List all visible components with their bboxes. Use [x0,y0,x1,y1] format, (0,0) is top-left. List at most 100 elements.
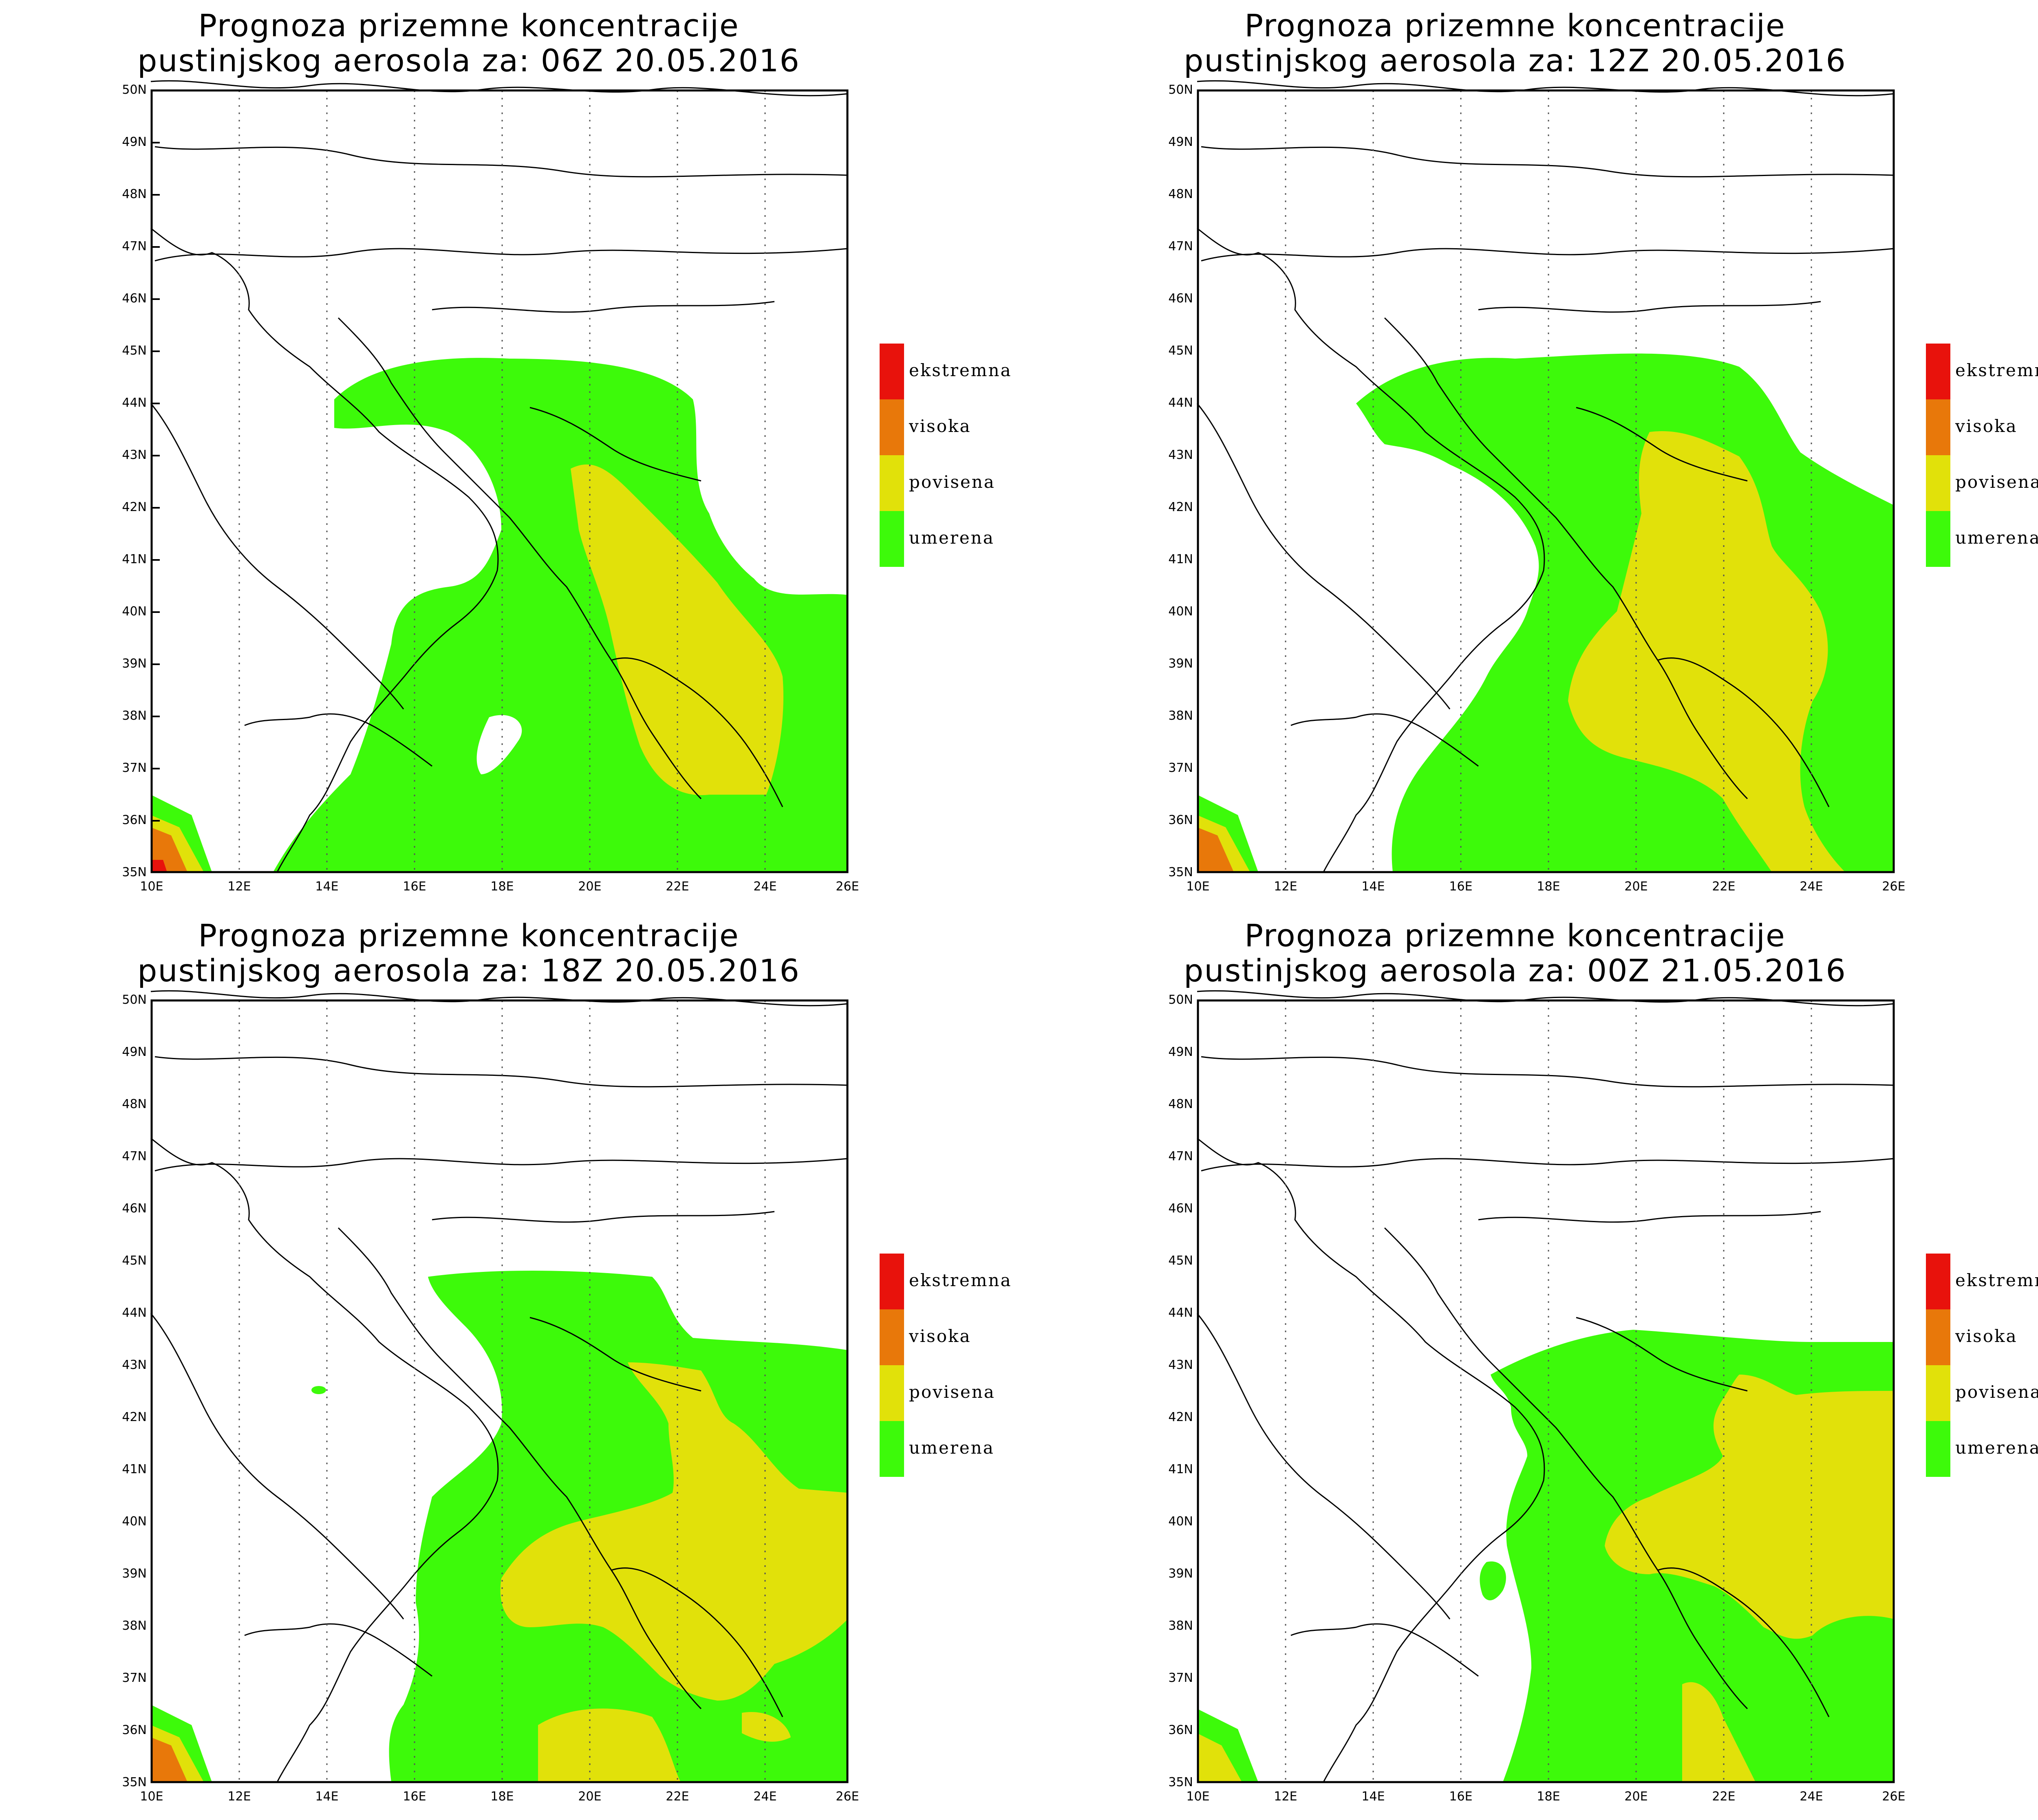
map-panel-06z: Prognoza prizemne koncentracije pustinjs… [0,0,1046,910]
lat-label: 45N [122,1254,147,1268]
legend-swatch-umerena [880,511,904,567]
lat-label: 35N [1168,865,1193,879]
lon-label: 14E [315,879,338,894]
legend-swatch-povisena [1926,455,1950,511]
legend-label: povisena [909,472,995,492]
forecast-map: 35N 36N 37N 38N 39N 40N 41N 42N 43N 44N … [122,990,859,1804]
lat-label: 37N [122,1671,147,1685]
lon-label: 24E [1800,879,1823,894]
legend-label: ekstremna [909,1270,1012,1290]
legend-swatch-visoka [880,1309,904,1365]
lon-label: 18E [490,1789,514,1804]
lat-label: 35N [1168,1775,1193,1789]
lat-label: 36N [1168,1723,1193,1737]
dust-fields [1197,1330,1894,1782]
lon-label: 10E [140,879,163,894]
map-frame [1197,999,1895,1783]
legend-label: povisena [1955,472,2038,492]
legend-swatch-ekstremna [1926,344,1950,399]
axis-ticks [152,90,160,873]
lat-label: 47N [1168,1149,1193,1163]
legend-label: povisena [1955,1382,2038,1402]
lon-labels: 10E 12E 14E 16E 18E 20E 22E 24E 26E [140,1789,859,1804]
lon-label: 20E [1624,1789,1648,1804]
legend-swatch-povisena [1926,1365,1950,1421]
lat-labels: 35N 36N 37N 38N 39N 40N 41N 42N 43N 44N … [122,993,147,1789]
lat-label: 35N [122,865,147,879]
legend-swatch-ekstremna [880,344,904,399]
legend-label: umerena [1955,1438,2038,1458]
lat-label: 36N [122,813,147,827]
lat-label: 50N [1168,83,1193,97]
lat-label: 43N [1168,1358,1193,1372]
lon-label: 10E [1186,879,1209,894]
legend-label: visoka [1955,416,2018,436]
panel-title-line2: pustinjskog aerosola za: 00Z 21.05.2016 [1184,952,1846,989]
lon-label: 26E [1882,1789,1905,1804]
lon-label: 12E [227,1789,251,1804]
legend-swatch-povisena [880,455,904,511]
dust-fields [151,358,848,873]
lat-label: 38N [122,709,147,723]
lat-label: 42N [1168,1410,1193,1424]
lon-label: 12E [1274,1789,1297,1804]
lat-label: 49N [1168,1045,1193,1059]
legend-swatch-ekstremna [880,1254,904,1309]
lon-label: 26E [836,1789,859,1804]
map-frame [1197,89,1895,873]
lat-label: 50N [1168,993,1193,1007]
legend-label: visoka [909,1326,971,1346]
lat-label: 37N [1168,1671,1193,1685]
lat-label: 40N [122,1514,147,1529]
legend-label: povisena [909,1382,995,1402]
legend-swatch-umerena [1926,1421,1950,1477]
lon-label: 12E [227,879,251,894]
lon-label: 18E [1537,1789,1560,1804]
legend-label: visoka [909,416,971,436]
legend-swatch-visoka [1926,1309,1950,1365]
coastlines [150,990,848,1783]
lon-label: 18E [1537,879,1560,894]
legend-swatch-ekstremna [1926,1254,1950,1309]
panel-title-line2: pustinjskog aerosola za: 18Z 20.05.2016 [137,952,800,989]
lat-label: 49N [122,1045,147,1059]
lat-label: 46N [1168,291,1193,306]
lat-label: 44N [122,396,147,410]
legend-label: ekstremna [1955,1270,2038,1290]
lon-labels: 10E 12E 14E 16E 18E 20E 22E 24E 26E [140,879,859,894]
lat-label: 41N [122,552,147,566]
lat-label: 46N [1168,1201,1193,1216]
lat-label: 48N [122,1097,147,1111]
lat-label: 41N [1168,552,1193,566]
lon-label: 12E [1274,879,1297,894]
legend-swatch-umerena [1926,511,1950,567]
coastlines [1196,80,1895,873]
lat-label: 42N [1168,500,1193,514]
lon-label: 22E [1712,1789,1735,1804]
lat-label: 39N [122,657,147,671]
legend-swatch-povisena [880,1365,904,1421]
lat-labels: 35N 36N 37N 38N 39N 40N 41N 42N 43N 44N … [122,83,147,879]
lon-label: 24E [753,879,776,894]
forecast-map: 35N 36N 37N 38N 39N 40N 41N 42N 43N 44N … [1168,80,1906,894]
lon-label: 14E [1361,879,1385,894]
lat-label: 47N [122,239,147,253]
lat-label: 49N [1168,135,1193,149]
map-panel-12z: Prognoza prizemne koncentracije pustinjs… [1046,0,2038,910]
map-frame [150,999,849,1783]
lon-label: 24E [1800,1789,1823,1804]
lat-label: 42N [122,1410,147,1424]
lat-label: 37N [122,761,147,775]
lon-label: 16E [403,1789,426,1804]
lon-label: 22E [666,1789,689,1804]
panel-title-line1: Prognoza prizemne koncentracije [198,7,739,44]
lon-label: 24E [753,1789,776,1804]
map-panel-00z: Prognoza prizemne koncentracije pustinjs… [1046,910,2038,1820]
panel-title-line2: pustinjskog aerosola za: 06Z 20.05.2016 [137,42,800,79]
lon-label: 20E [578,879,601,894]
lat-label: 38N [122,1619,147,1633]
lat-label: 44N [1168,396,1193,410]
lat-labels: 35N 36N 37N 38N 39N 40N 41N 42N 43N 44N … [1168,993,1193,1789]
dust-fields [151,1271,848,1782]
lat-label: 50N [122,83,147,97]
